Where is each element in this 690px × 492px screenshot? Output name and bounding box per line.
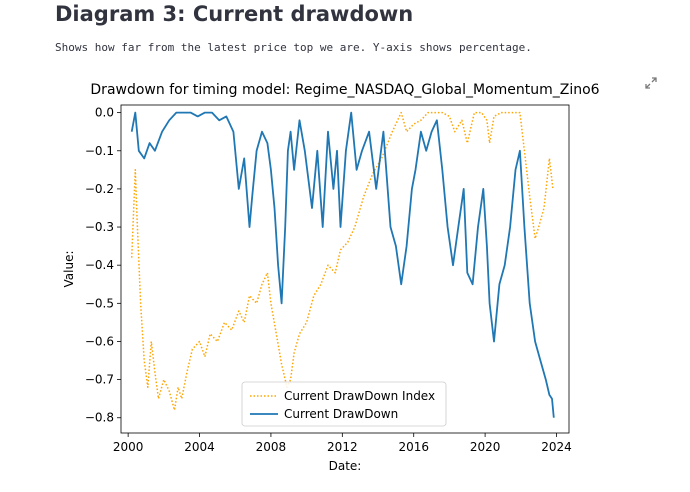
drawdown-chart: Drawdown for timing model: Regime_NASDAQ… (62, 82, 600, 473)
chart-title: Drawdown for timing model: Regime_NASDAQ… (90, 82, 599, 98)
y-tick-label: −0.4 (85, 258, 114, 272)
y-tick-label: −0.5 (85, 296, 114, 310)
plot-frame (120, 104, 570, 434)
x-tick-label: 2012 (327, 440, 358, 454)
x-tick-label: 2000 (113, 440, 144, 454)
plot-series (130, 111, 555, 418)
x-tick-label: 2024 (541, 440, 572, 454)
y-tick-label: −0.8 (85, 411, 114, 425)
page-title: Diagram 3: Current drawdown (55, 2, 414, 26)
fullscreen-expand-icon[interactable] (643, 75, 659, 91)
y-tick-label: −0.3 (85, 220, 114, 234)
y-axis-label: Value: (62, 251, 76, 288)
legend-box (241, 381, 447, 427)
legend-index-label: Current DrawDown Index (284, 389, 435, 403)
y-tick-label: −0.7 (85, 373, 114, 387)
x-tick-label: 2004 (184, 440, 215, 454)
legend-drawdown-label: Current DrawDown (284, 407, 398, 421)
x-axis-label: Date: (329, 459, 362, 473)
y-tick-label: −0.2 (85, 182, 114, 196)
page-caption: Shows how far from the latest price top … (55, 41, 532, 54)
series-line-drawdown-index (130, 111, 554, 411)
x-tick-label: 2020 (470, 440, 501, 454)
x-tick-label: 2008 (256, 440, 287, 454)
y-tick-label: 0.0 (95, 106, 114, 120)
x-tick-label: 2016 (398, 440, 429, 454)
y-tick-label: −0.6 (85, 334, 114, 348)
y-tick-label: −0.1 (85, 144, 114, 158)
y-axis: 0.0 −0.1 −0.2 −0.3 −0.4 −0.5 −0.6 −0.7 −0.8 (85, 106, 121, 425)
legend: Current DrawDown Index Current DrawDown (241, 381, 447, 427)
series-line-drawdown (130, 111, 555, 418)
x-axis: 2000 2004 2008 2012 2016 2020 2024 (113, 433, 572, 454)
